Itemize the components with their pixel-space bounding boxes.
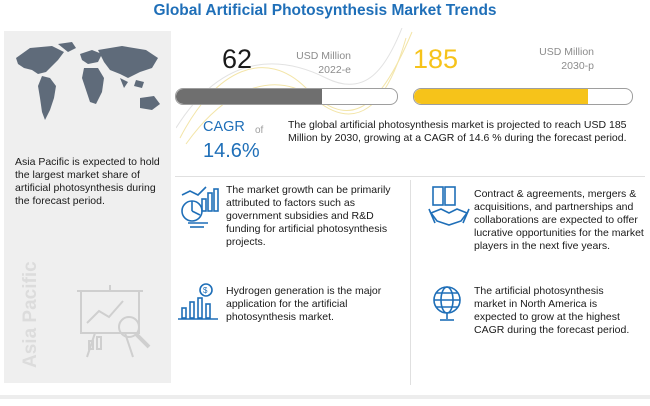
fact-opportunities: Contract & agreements, mergers & acquisi…: [474, 188, 644, 252]
handshake-icon: [428, 186, 470, 226]
section-divider: [175, 176, 645, 177]
metric-2030-value: 185: [413, 44, 459, 74]
metric-2030-bar: [413, 88, 633, 105]
market-summary: The global artificial photosynthesis mar…: [288, 119, 627, 144]
metric-2030-unit: USD Million 2030-p: [526, 45, 594, 73]
metric-2022-year: 2022-e: [318, 64, 351, 76]
region-label: Asia Pacific: [20, 261, 41, 368]
cagr-value: 14.6%: [203, 140, 260, 162]
metric-2022-value: 62: [222, 44, 253, 74]
metric-2022-bar: [175, 88, 398, 105]
metric-2022-bar-fill: [176, 89, 322, 104]
dollar-bar-chart-icon: $: [178, 283, 218, 320]
region-description: Asia Pacific is expected to hold the lar…: [15, 156, 160, 207]
metric-2030-bar-fill: [414, 89, 589, 104]
metric-2022-unit-label: USD Million: [296, 50, 351, 62]
column-divider: [410, 180, 411, 385]
cagr-label: CAGR: [203, 119, 245, 135]
globe-icon: [433, 286, 461, 321]
fact-north-america: The artificial photosynthesis market in …: [474, 285, 630, 336]
metric-2022-unit: USD Million 2022-e: [286, 49, 351, 77]
svg-text:$: $: [203, 286, 208, 295]
footer-bar: [0, 395, 650, 399]
analytics-board-icon: [77, 285, 151, 358]
cagr-of: of: [255, 125, 264, 136]
fact-hydrogen-generation: Hydrogen generation is the major applica…: [226, 285, 382, 323]
metric-2030-year: 2030-p: [561, 60, 594, 72]
world-map-icon: [16, 42, 160, 120]
metric-2030-unit-label: USD Million: [539, 46, 594, 58]
page-title: Global Artificial Photosynthesis Market …: [153, 2, 497, 19]
growth-chart-icon: [181, 186, 219, 228]
fact-growth-drivers: The market growth can be primarily attri…: [226, 184, 391, 248]
